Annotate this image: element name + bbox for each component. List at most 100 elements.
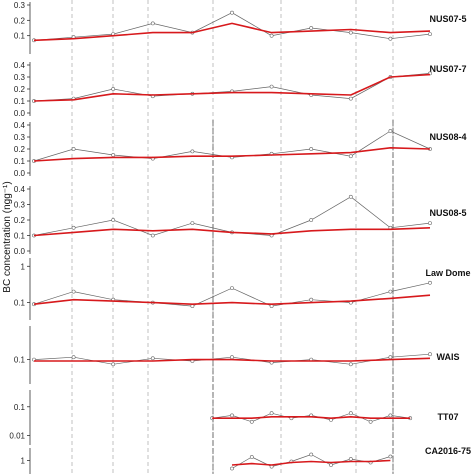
- y-tick-label: 0.1: [14, 356, 26, 365]
- y-tick-label: 0.4: [14, 121, 26, 130]
- raw-data-point: [309, 147, 314, 151]
- raw-data-point: [428, 32, 432, 37]
- raw-data-point: [190, 221, 195, 226]
- y-tick-label: 0.3: [14, 1, 26, 10]
- raw-data-point: [249, 455, 254, 459]
- raw-data-point: [388, 355, 393, 360]
- raw-data-point: [388, 36, 393, 41]
- raw-data-point: [309, 218, 314, 222]
- panel-law-dome: 0.1 1 Law Dome: [14, 258, 471, 320]
- y-tick-label: 0.0: [14, 247, 26, 256]
- raw-data-point: [71, 355, 76, 360]
- raw-data-point: [348, 30, 353, 35]
- y-tick-label: 0.01: [9, 432, 25, 441]
- smoothed-series-line: [231, 459, 391, 466]
- raw-data-point: [71, 225, 76, 230]
- y-tick-label: 1: [21, 457, 26, 466]
- y-axis-title: BC concentration (ngg⁻¹): [2, 181, 13, 292]
- smoothed-series-line: [33, 147, 431, 162]
- raw-data-point: [111, 87, 116, 91]
- y-tick-label: 0.1: [14, 32, 26, 41]
- raw-data-point: [71, 289, 76, 294]
- panel-label: CA2016-75: [425, 446, 471, 456]
- y-tick-label: 0.1: [14, 299, 26, 308]
- raw-data-point: [348, 362, 353, 367]
- raw-data-point: [230, 286, 234, 291]
- y-tick-label: 0.4: [14, 61, 26, 70]
- raw-data-point: [309, 452, 314, 457]
- reference-lines: [71, 0, 394, 474]
- raw-series-line: [33, 12, 431, 41]
- raw-data-point: [388, 454, 393, 459]
- y-tick-label: 0.1: [14, 157, 26, 166]
- panel-label: NUS07-5: [429, 14, 466, 24]
- raw-data-point: [428, 280, 432, 285]
- raw-data-point: [428, 352, 432, 357]
- raw-data-point: [190, 149, 195, 154]
- y-tick-label: 0.1: [14, 232, 26, 241]
- panel-nus07-7: 0.0 0.1 0.2 0.3 0.4 NUS07-7: [14, 61, 467, 118]
- raw-data-point: [230, 10, 234, 15]
- raw-data-point: [111, 218, 116, 222]
- raw-data-point: [388, 289, 393, 294]
- raw-data-point: [269, 84, 274, 89]
- raw-data-point: [428, 221, 432, 226]
- raw-data-point: [230, 466, 234, 471]
- y-tick-label: 0.3: [14, 133, 26, 142]
- raw-data-point: [111, 362, 116, 367]
- y-tick-label: 0.0: [14, 109, 26, 118]
- panel-ca2016-75: 1 CA2016-75: [21, 446, 471, 474]
- raw-data-point: [348, 96, 353, 101]
- panel-nus08-4: 0.0 0.1 0.2 0.3 0.4 NUS08-4: [14, 121, 467, 178]
- raw-data-point: [150, 233, 155, 238]
- raw-data-point: [150, 356, 155, 361]
- raw-data-point: [269, 33, 274, 38]
- raw-data-point: [309, 297, 314, 302]
- y-tick-label: 0.1: [14, 403, 26, 412]
- raw-data-point: [348, 457, 353, 461]
- raw-data-point: [388, 413, 393, 418]
- raw-data-point: [309, 26, 314, 30]
- y-tick-label: 0.2: [14, 16, 26, 25]
- panel-label: WAIS: [436, 352, 459, 362]
- smoothed-series-line: [33, 73, 431, 102]
- y-tick-label: 0.3: [14, 73, 26, 82]
- y-tick-label: 1: [21, 262, 26, 271]
- y-tick-label: 0.2: [14, 85, 26, 94]
- raw-data-point: [111, 153, 116, 157]
- raw-data-point: [230, 355, 234, 360]
- raw-data-point: [249, 419, 254, 424]
- panel-label: NUS07-7: [429, 64, 466, 74]
- y-tick-label: 0.3: [14, 201, 26, 210]
- raw-data-point: [368, 419, 373, 424]
- raw-data-point: [388, 129, 393, 133]
- y-tick-label: 0.4: [14, 185, 26, 194]
- smoothed-series-line: [212, 415, 411, 420]
- raw-data-point: [348, 194, 353, 199]
- y-tick-label: 0.1: [14, 97, 26, 106]
- panel-tt07: 0.01 0.1 TT07: [9, 390, 459, 445]
- y-tick-label: 0.2: [14, 216, 26, 225]
- panel-label: Law Dome: [425, 268, 470, 278]
- smoothed-series-line: [33, 22, 431, 42]
- panel-label: NUS08-5: [429, 208, 466, 218]
- raw-data-point: [269, 411, 274, 416]
- smoothed-series-line: [34, 357, 431, 362]
- raw-data-point: [71, 147, 76, 151]
- y-tick-label: 0.0: [14, 169, 26, 178]
- panel-label: NUS08-4: [429, 132, 466, 142]
- panel-label: TT07: [437, 412, 458, 422]
- smoothed-series-line: [33, 227, 431, 237]
- raw-data-point: [150, 21, 155, 26]
- raw-data-point: [329, 463, 333, 467]
- y-tick-label: 0.2: [14, 145, 26, 154]
- panel-nus08-5: 0.0 0.1 0.2 0.3 0.4 NUS08-5: [14, 185, 467, 256]
- smoothed-series-line: [33, 294, 431, 306]
- panel-nus07-5: 0.1 0.2 0.3 NUS07-5: [14, 1, 467, 54]
- raw-data-point: [348, 411, 353, 416]
- panel-wais: 0.1 WAIS: [14, 326, 460, 384]
- raw-data-point: [230, 413, 234, 418]
- raw-data-point: [348, 154, 353, 159]
